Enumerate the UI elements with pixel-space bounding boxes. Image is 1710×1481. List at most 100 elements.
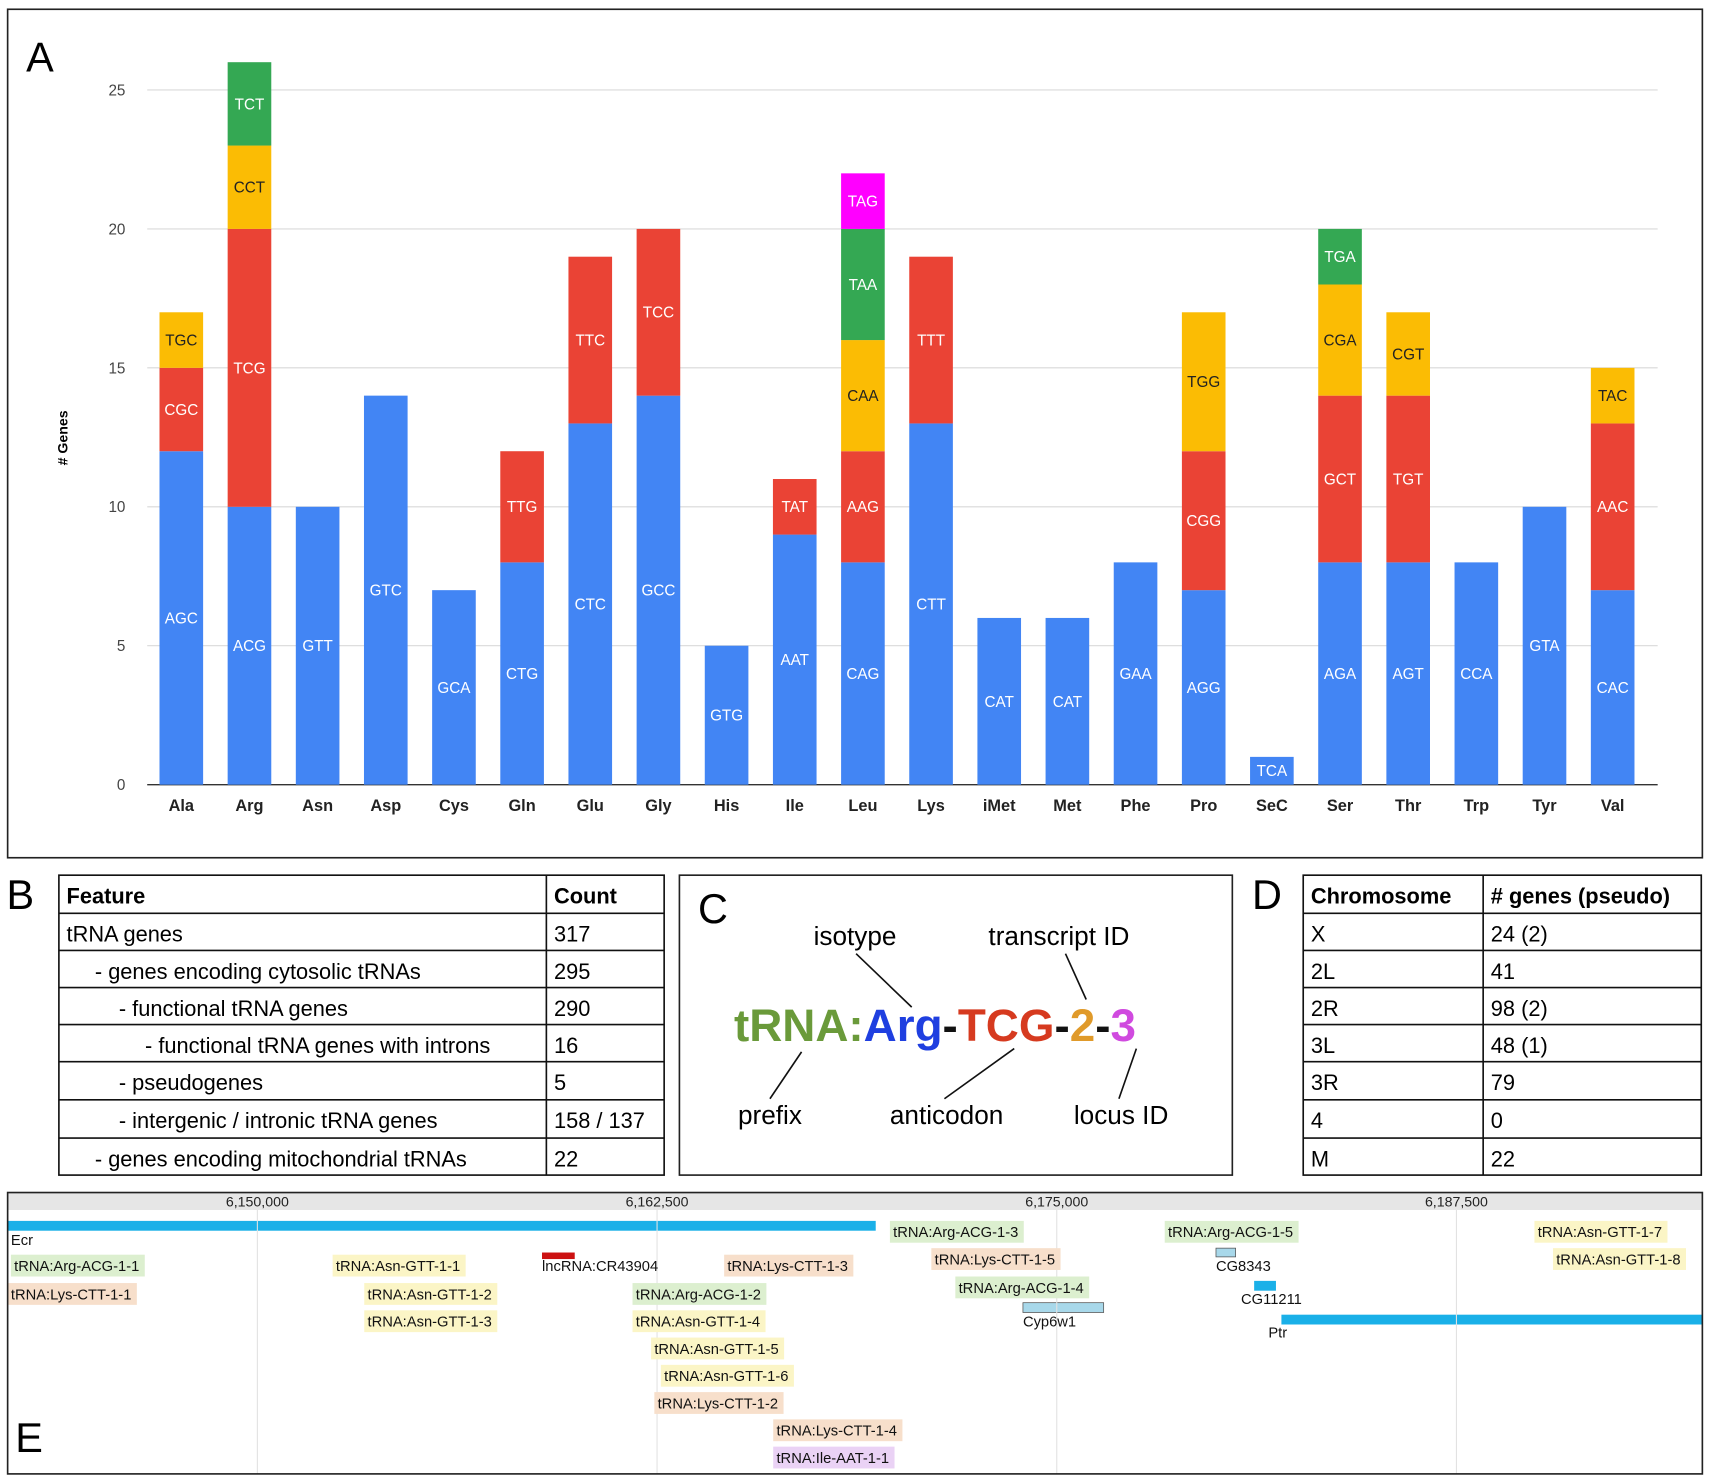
panel-label: E	[15, 1414, 43, 1461]
y-axis-label: # Genes	[56, 410, 72, 465]
bar-segment	[1522, 506, 1567, 785]
bar-segment	[227, 506, 272, 785]
table-header: Chromosome	[1311, 884, 1452, 909]
panel-label: C	[698, 885, 728, 932]
gene-bar	[542, 1252, 575, 1260]
x-tick-label: Gly	[645, 797, 671, 815]
bar-segment	[909, 256, 953, 424]
feature: tRNA:Lys-CTT-1-1	[7, 1283, 137, 1305]
segment-label: TTG	[507, 499, 538, 516]
segment-label: TCG	[233, 360, 265, 377]
segment-label: CGT	[1392, 346, 1424, 363]
bar-segment	[1386, 395, 1430, 563]
feature-bg	[364, 1283, 498, 1305]
feature-label: tRNA:Arg-ACG-1-5	[1168, 1225, 1293, 1241]
name-part: -	[943, 1000, 958, 1051]
feature-bg	[724, 1254, 854, 1277]
bar-segment	[977, 617, 1022, 785]
gene-bar	[1281, 1314, 1703, 1325]
segment-label: AGA	[1324, 666, 1357, 683]
x-tick-label: Pro	[1190, 797, 1217, 815]
x-tick-label: Asn	[302, 797, 333, 815]
y-tick-label: 5	[117, 638, 125, 655]
table-cell: 295	[554, 959, 590, 984]
name-part: tRNA:	[734, 1000, 864, 1051]
feature-label: tRNA:Asn-GTT-1-6	[664, 1369, 788, 1385]
table-cell: 41	[1491, 959, 1515, 984]
segment-label: CAC	[1597, 680, 1629, 697]
bar-segment	[1181, 451, 1226, 591]
name-part: 3	[1111, 1000, 1136, 1051]
feature-label: tRNA:Asn-GTT-1-5	[654, 1342, 778, 1358]
callout-line	[855, 953, 913, 1008]
feature: tRNA:Asn-GTT-1-5	[651, 1337, 785, 1360]
bar-segment	[1590, 367, 1635, 424]
bar-segment	[772, 479, 817, 535]
segment-label: CAA	[847, 388, 879, 405]
bar-segment	[159, 312, 204, 368]
x-tick-label: Cys	[439, 797, 469, 815]
feature: tRNA:Asn-GTT-1-1	[332, 1254, 466, 1277]
table-header: Feature	[67, 884, 146, 909]
x-tick-label: Asp	[370, 797, 401, 815]
segment-label: TGA	[1324, 249, 1356, 266]
feature-label: tRNA:Arg-ACG-1-1	[14, 1259, 139, 1275]
y-tick-label: 25	[108, 82, 125, 99]
bar-segment	[1318, 562, 1362, 785]
feature: lncRNA:CR43904	[542, 1259, 658, 1275]
bar-segment	[841, 228, 885, 341]
feature-bg	[1164, 1220, 1299, 1243]
callout-line	[1118, 1048, 1138, 1100]
panel-e-frame	[6, 1191, 1704, 1475]
segment-label: TAT	[781, 499, 808, 516]
bar-segment	[1590, 590, 1635, 785]
feature: tRNA:Lys-CTT-1-3	[724, 1254, 854, 1277]
feature: tRNA:Lys-CTT-1-5	[931, 1248, 1061, 1270]
callout-line	[943, 1047, 1015, 1100]
x-tick-label: Tyr	[1532, 797, 1557, 815]
ruler	[7, 1192, 1703, 1210]
table-cell: - genes encoding mitochondrial tRNAs	[95, 1146, 467, 1171]
segment-label: AAC	[1597, 499, 1628, 516]
gene-bar	[1022, 1302, 1105, 1313]
feature-bg	[773, 1419, 903, 1442]
segment-label: GTG	[710, 708, 743, 725]
name-part: 2	[1070, 1000, 1095, 1051]
feature: Ecr	[11, 1233, 33, 1249]
feature-bg	[660, 1364, 794, 1387]
callout-line	[769, 1051, 803, 1100]
feature-bg	[1534, 1220, 1668, 1243]
bar-segment	[295, 506, 340, 785]
table-cell: 158 / 137	[554, 1108, 645, 1133]
x-tick-label: Thr	[1395, 797, 1422, 815]
segment-label: TGT	[1393, 471, 1424, 488]
x-tick-label: Ser	[1327, 797, 1354, 815]
feature-bg	[773, 1446, 895, 1469]
bar-segment	[500, 451, 544, 563]
bar-segment	[636, 228, 681, 396]
name-part: -	[1054, 1000, 1069, 1051]
feature-bg	[632, 1310, 766, 1333]
panel-label: A	[26, 33, 54, 80]
bar-segment	[1454, 562, 1499, 785]
feature-label: tRNA:Asn-GTT-1-1	[336, 1259, 460, 1275]
segment-label: TTC	[575, 333, 605, 350]
diagram: isotype transcript ID prefix anticodon l…	[734, 921, 1168, 1130]
segment-label: CAT	[1053, 694, 1082, 711]
table-cell: 22	[1491, 1146, 1515, 1171]
feature: CG8343	[1216, 1259, 1271, 1275]
feature-bg	[632, 1283, 767, 1305]
bar-segment	[1386, 562, 1430, 785]
callout: prefix	[738, 1100, 802, 1130]
gene-bar	[1254, 1280, 1276, 1291]
feature: tRNA:Arg-ACG-1-4	[955, 1276, 1090, 1299]
feature-bg	[1552, 1248, 1686, 1270]
feature-bg	[10, 1254, 145, 1277]
feature-label: CG8343	[1216, 1259, 1271, 1275]
x-tick-label: iMet	[983, 797, 1016, 815]
panel-label: D	[1252, 871, 1282, 918]
feature: tRNA:Arg-ACG-1-1	[10, 1254, 145, 1277]
bar-segment	[159, 367, 204, 452]
feature: tRNA:Asn-GTT-1-6	[660, 1364, 794, 1387]
bar-segment	[432, 590, 476, 785]
